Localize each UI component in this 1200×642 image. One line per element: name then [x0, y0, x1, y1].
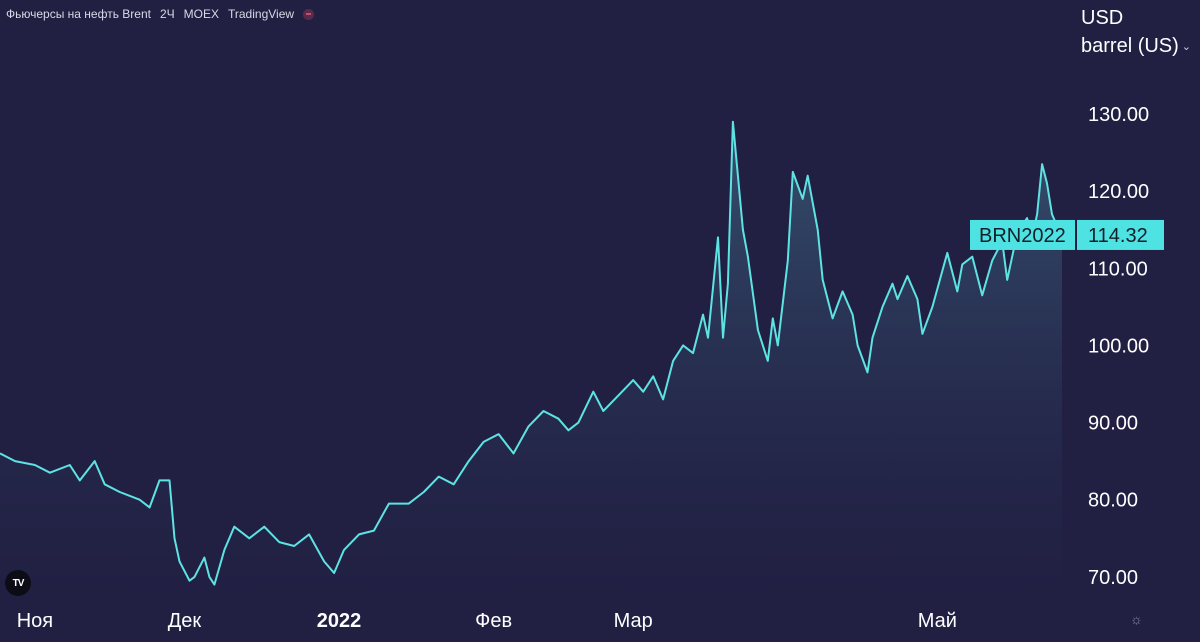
- ticker-label: BRN2022: [979, 225, 1066, 247]
- y-tick-label: 100.00: [1088, 335, 1149, 357]
- gear-icon[interactable]: ☼: [1130, 611, 1143, 627]
- currency-label: USD: [1081, 7, 1124, 29]
- y-tick-label: 110.00: [1088, 258, 1148, 280]
- price-series-line[interactable]: [0, 120, 1063, 586]
- ticker-label-box: [970, 219, 1075, 250]
- unit-selector[interactable]: USD barrel (US) ⌄: [1081, 4, 1191, 61]
- last-price-box: [1077, 219, 1164, 250]
- x-tick-label: Ноя: [17, 610, 53, 632]
- chevron-down-icon[interactable]: ⌄: [1181, 40, 1192, 53]
- interval-label[interactable]: 2Ч: [159, 7, 175, 21]
- price-area-fill: [0, 121, 1062, 600]
- exchange-label: MOEX: [183, 7, 219, 21]
- symbol-title[interactable]: Фьючерсы на нефть Brent: [6, 7, 151, 21]
- y-tick-label: 90.00: [1088, 413, 1138, 435]
- x-tick-label: Дек: [168, 610, 202, 632]
- x-tick-label: Май: [918, 610, 957, 632]
- x-tick-label: Фев: [475, 610, 512, 632]
- y-tick-label: 80.00: [1088, 490, 1138, 512]
- x-tick-label: 2022: [317, 610, 362, 632]
- source-label: TradingView: [228, 7, 295, 21]
- chart-header: Фьючерсы на нефть Brent 2Ч MOEX TradingV…: [6, 5, 315, 23]
- last-price-label: 114.32: [1088, 225, 1148, 247]
- unit-label: barrel (US): [1081, 35, 1179, 57]
- status-dot-icon[interactable]: [303, 8, 315, 20]
- y-tick-label: 130.00: [1088, 104, 1149, 126]
- tradingview-logo-icon[interactable]: TV: [5, 570, 31, 596]
- x-tick-label: Мар: [614, 610, 653, 632]
- y-tick-label: 70.00: [1088, 567, 1138, 589]
- y-tick-label: 120.00: [1088, 181, 1149, 203]
